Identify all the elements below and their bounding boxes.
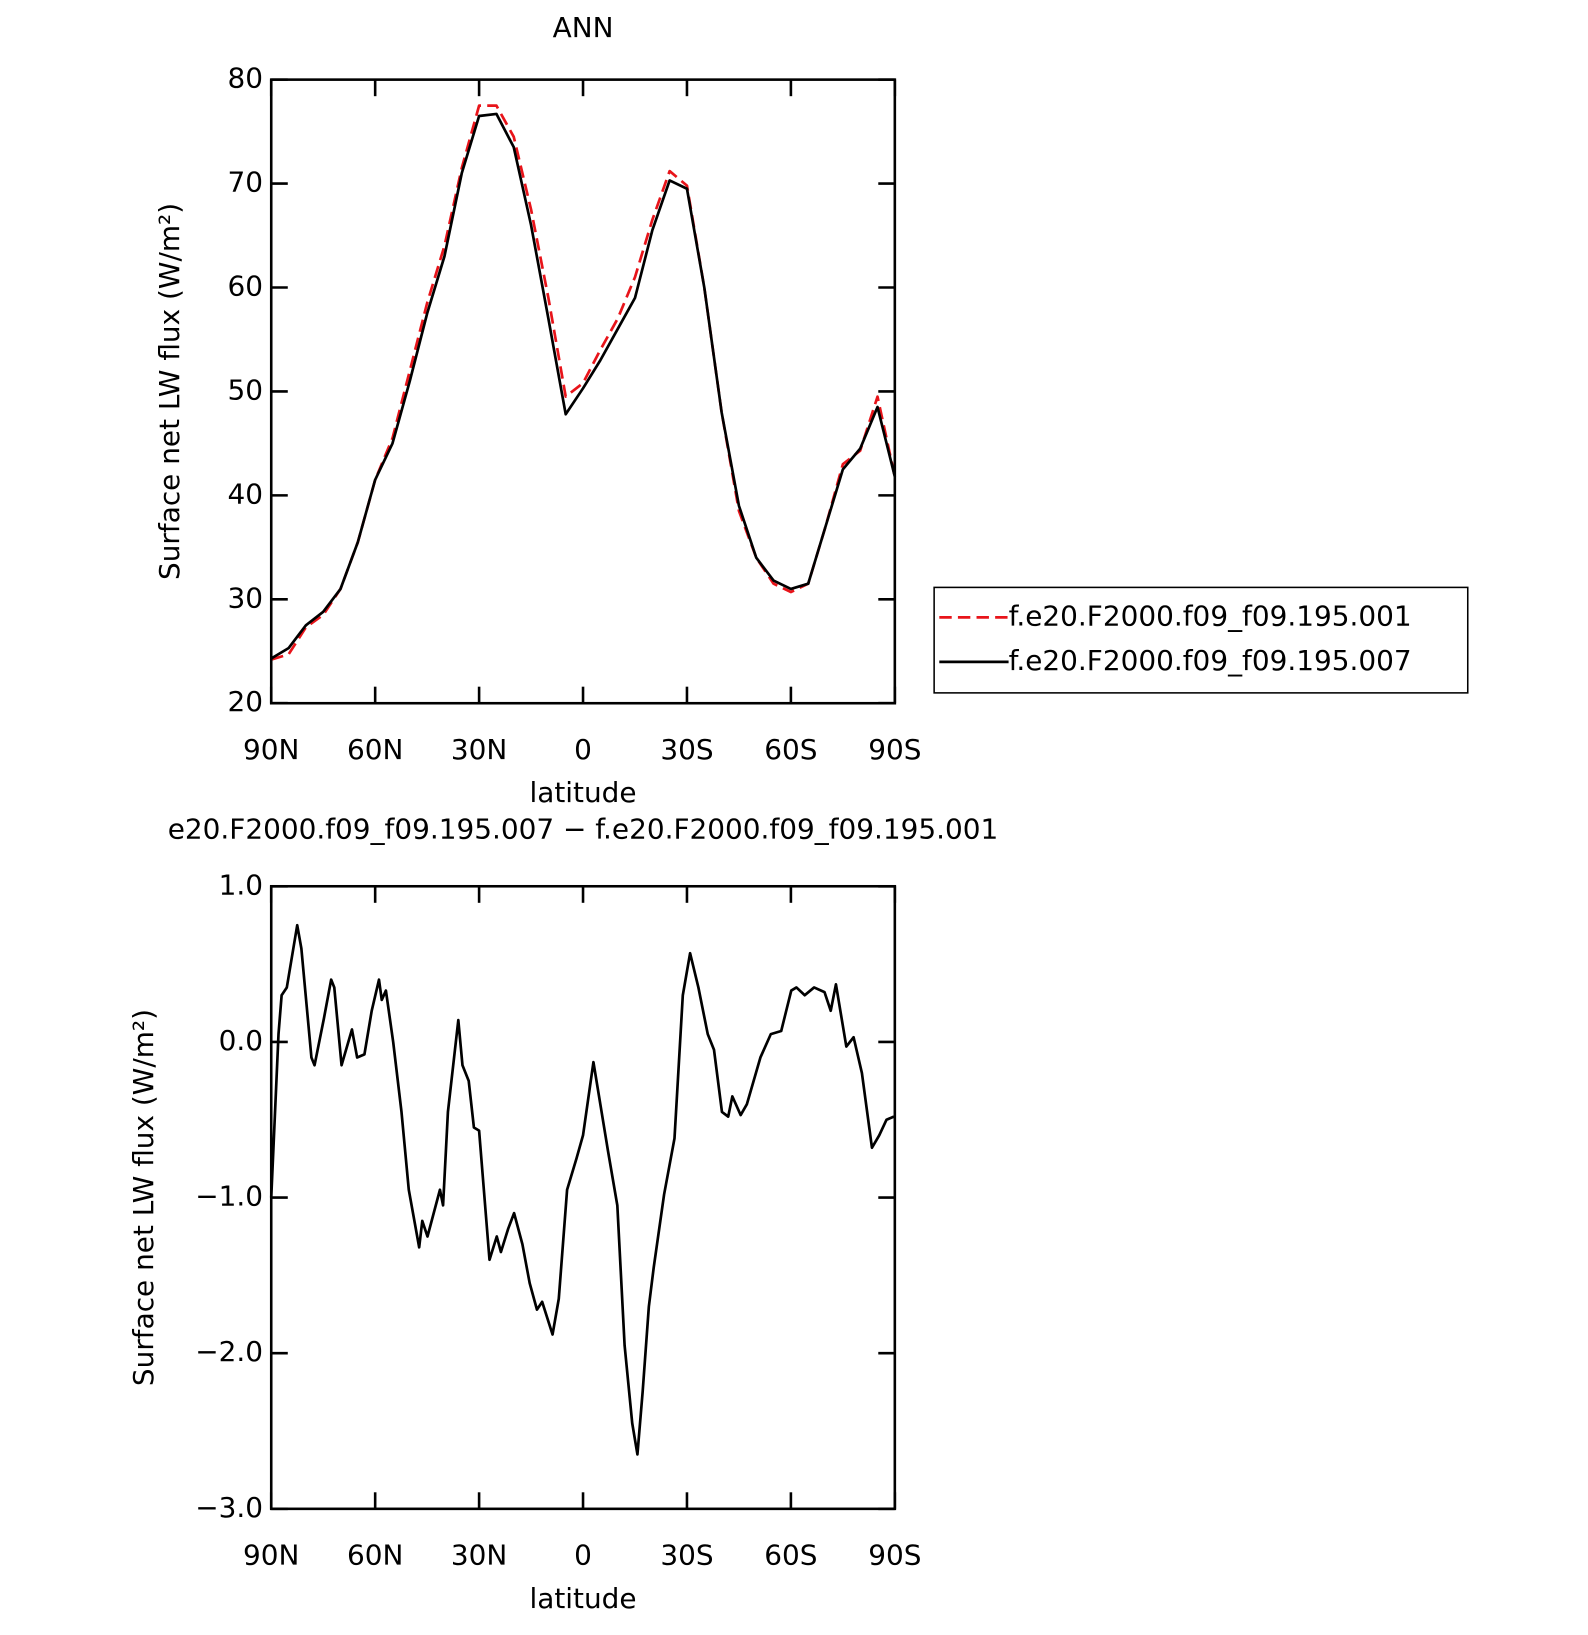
y-tick-label: 1.0 — [219, 868, 263, 901]
y-tick-label: −2.0 — [195, 1335, 263, 1368]
x-tick-label: 30N — [451, 1538, 507, 1571]
y-tick-label: 0.0 — [219, 1024, 263, 1057]
y-tick-label: 50 — [227, 373, 263, 406]
data-line — [270, 104, 897, 661]
legend-label: f.e20.F2000.f09_f09.195.001 — [1009, 599, 1412, 632]
data-line — [270, 112, 897, 660]
x-tick-label: 0 — [574, 733, 592, 766]
y-tick-label: −1.0 — [195, 1180, 263, 1213]
y-tick-label: 80 — [227, 62, 263, 95]
legend-label: f.e20.F2000.f09_f09.195.007 — [1009, 644, 1412, 677]
y-tick-label: 60 — [227, 269, 263, 302]
x-tick-label: 90S — [868, 733, 921, 766]
x-tick-label: 60N — [347, 733, 403, 766]
y-axis-label: Surface net LW flux (W/m²) — [127, 1009, 160, 1386]
x-tick-label: 90S — [868, 1538, 921, 1571]
y-tick-label: 20 — [227, 685, 263, 718]
y-axis-label: Surface net LW flux (W/m²) — [153, 203, 186, 580]
plot-frame — [269, 884, 897, 1511]
x-tick-label: 90N — [243, 1538, 299, 1571]
x-tick-label: 30N — [451, 733, 507, 766]
x-tick-label: 60S — [764, 1538, 817, 1571]
legend-box — [933, 586, 1469, 694]
y-tick-label: 70 — [227, 166, 263, 199]
x-tick-label: 0 — [574, 1538, 592, 1571]
y-tick-label: 30 — [227, 581, 263, 614]
x-tick-label: 90N — [243, 733, 299, 766]
data-line — [269, 923, 895, 1456]
x-tick-label: 60S — [764, 733, 817, 766]
x-tick-label: 30S — [660, 733, 713, 766]
plot-frame — [269, 78, 897, 705]
chart-title: ANN — [553, 11, 614, 44]
x-axis-label: latitude — [530, 776, 637, 809]
x-axis-label: latitude — [530, 1582, 637, 1615]
x-tick-label: 30S — [660, 1538, 713, 1571]
y-tick-label: 40 — [227, 477, 263, 510]
x-tick-label: 60N — [347, 1538, 403, 1571]
chart-title: e20.F2000.f09_f09.195.007 − f.e20.F2000.… — [168, 812, 999, 845]
y-tick-label: −3.0 — [195, 1491, 263, 1524]
